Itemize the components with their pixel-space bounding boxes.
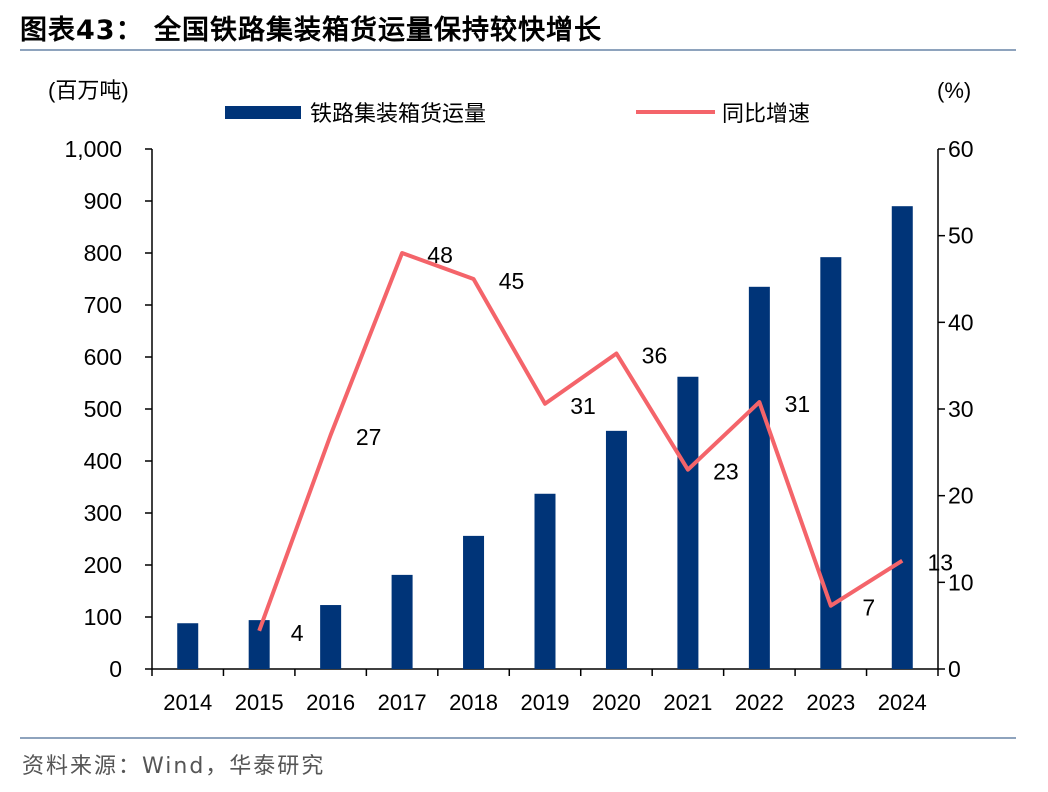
growth-label-2019: 31 xyxy=(570,393,596,419)
growth-label-2017: 48 xyxy=(427,242,453,268)
growth-line xyxy=(257,251,904,632)
right-tick-label: 30 xyxy=(948,396,974,422)
x-tick-label: 2023 xyxy=(806,690,855,715)
growth-label-2022: 31 xyxy=(785,391,811,417)
right-tick-label: 20 xyxy=(948,483,974,509)
x-tick-label: 2020 xyxy=(592,690,641,715)
bar-2024 xyxy=(891,206,913,669)
left-tick-label: 400 xyxy=(84,448,122,474)
growth-label-2020: 36 xyxy=(642,343,668,369)
growth-label-2021: 23 xyxy=(713,459,739,485)
growth-label-2015: 4 xyxy=(291,620,304,646)
bar-2017 xyxy=(391,574,413,669)
left-axis-unit: (百万吨) xyxy=(48,78,129,103)
growth-label-2024: 13 xyxy=(927,550,953,576)
left-tick-label: 200 xyxy=(84,552,122,578)
legend-line-label: 同比增速 xyxy=(722,101,810,126)
bar-2015 xyxy=(248,620,270,669)
bar-2021 xyxy=(677,376,699,669)
legend-bar-swatch xyxy=(225,106,301,119)
right-tick-label: 60 xyxy=(948,136,974,162)
growth-label-2016: 27 xyxy=(356,424,382,450)
left-tick-label: 0 xyxy=(109,656,122,682)
right-tick-label: 50 xyxy=(948,223,974,249)
x-tick-label: 2017 xyxy=(378,690,427,715)
x-tick-label: 2019 xyxy=(521,690,570,715)
x-tick-label: 2015 xyxy=(235,690,284,715)
left-tick-label: 500 xyxy=(84,396,122,422)
bar-2020 xyxy=(605,430,627,669)
left-tick-label: 600 xyxy=(84,344,122,370)
bar-2016 xyxy=(320,605,342,669)
bar-2019 xyxy=(534,493,556,669)
growth-label-2018: 45 xyxy=(499,268,525,294)
right-tick-label: 40 xyxy=(948,309,974,335)
x-tick-label: 2021 xyxy=(663,690,712,715)
x-tick-label: 2024 xyxy=(878,690,927,715)
right-tick-label: 0 xyxy=(948,656,961,682)
x-tick-label: 2014 xyxy=(163,690,212,715)
bar-2018 xyxy=(463,535,485,669)
bar-2014 xyxy=(177,623,199,669)
x-tick-label: 2018 xyxy=(449,690,498,715)
bar-2023 xyxy=(820,257,842,669)
x-tick-label: 2022 xyxy=(735,690,784,715)
chart-title: 图表43： 全国铁路集装箱货运量保持较快增长 xyxy=(20,15,602,46)
left-tick-label: 900 xyxy=(84,188,122,214)
bar-2022 xyxy=(748,286,770,669)
left-tick-label: 1,000 xyxy=(64,136,122,162)
right-tick-label: 10 xyxy=(948,569,974,595)
left-tick-label: 300 xyxy=(84,500,122,526)
source-rule xyxy=(20,737,1016,739)
x-tick-label: 2016 xyxy=(306,690,355,715)
title-rule xyxy=(20,49,1016,51)
growth-label-2023: 7 xyxy=(862,595,875,621)
right-axis-unit: (%) xyxy=(937,78,971,103)
left-tick-label: 100 xyxy=(84,604,122,630)
source-note: 资料来源：Wind，华泰研究 xyxy=(22,754,326,779)
legend-bar-label: 铁路集装箱货运量 xyxy=(310,101,486,126)
left-tick-label: 800 xyxy=(84,240,122,266)
left-tick-label: 700 xyxy=(84,292,122,318)
